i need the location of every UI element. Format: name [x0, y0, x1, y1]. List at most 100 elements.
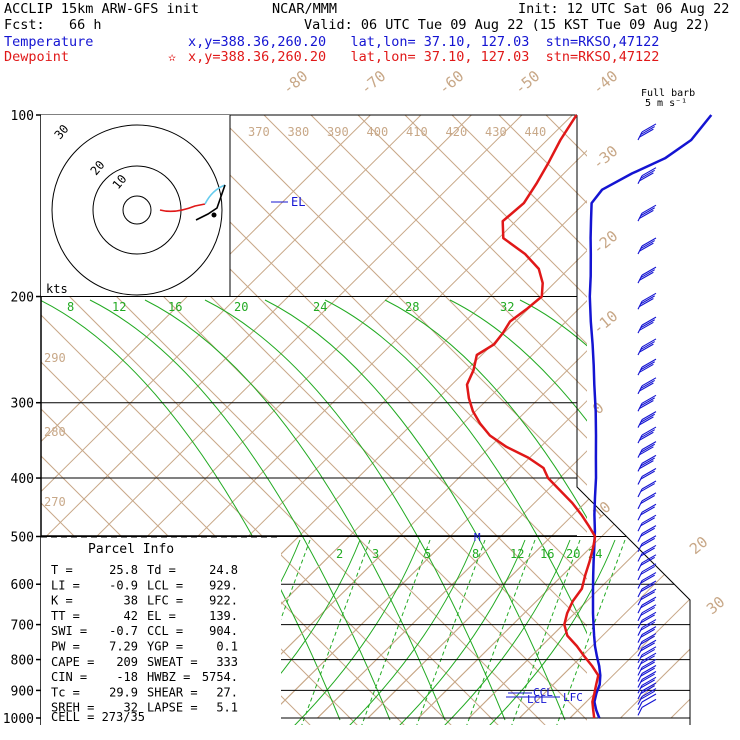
- barb-legend-title: Full barb: [641, 88, 695, 99]
- parcel-value: -0.9: [109, 578, 138, 592]
- forecast-hour: Fcst: 66 h: [4, 17, 102, 33]
- dry-adiabat-line: [216, 115, 587, 486]
- el-label: EL: [291, 195, 305, 209]
- wind-barb-flag: [640, 470, 655, 480]
- wind-barb-staff: [637, 476, 643, 485]
- parcel-value: 42: [124, 609, 138, 623]
- isotherm-line: [41, 115, 371, 443]
- mixing-ratio-line: [519, 299, 587, 347]
- wind-barb-staff: [637, 685, 643, 694]
- mixing-ratio-line: [384, 299, 587, 520]
- parcel-label: SREH =: [51, 701, 94, 715]
- wind-barb-flag: [640, 295, 655, 305]
- parcel-label: EL =: [147, 609, 176, 623]
- wind-barb-staff: [637, 463, 643, 472]
- wind-barb-staff: [637, 673, 643, 682]
- wind-barb-flag: [639, 416, 654, 426]
- mixing-ratio-label: 28: [405, 300, 419, 314]
- wind-barb-staff: [637, 488, 643, 498]
- dry-adiabat-line: [41, 361, 405, 725]
- m-label: M: [474, 531, 481, 544]
- parcel-label: LCL =: [147, 578, 183, 592]
- mixing-ratio-label-low: 8: [472, 547, 479, 561]
- wind-barb-flag: [640, 642, 655, 652]
- wind-barb-flag: [641, 671, 657, 680]
- wind-barb-flag: [641, 514, 657, 524]
- wind-barb-flag: [641, 626, 657, 636]
- parcel-value: -18: [116, 670, 138, 684]
- mixing-ratio-label-low: 12: [510, 547, 524, 561]
- parcel-cell: CELL = 273/35: [51, 710, 145, 724]
- wind-barb-flag: [639, 363, 654, 373]
- pressure-label: 1000: [3, 712, 34, 727]
- wind-barb-flag: [640, 556, 655, 566]
- wind-barb-flag: [640, 319, 655, 329]
- pressure-label: 800: [11, 654, 34, 669]
- dry-adiabat-line: [41, 314, 452, 725]
- wind-barb-flag: [641, 639, 657, 649]
- dry-adiabat-line: [498, 115, 587, 204]
- wind-barb-flag: [639, 242, 654, 252]
- wind-barb-flag: [641, 604, 657, 614]
- dewpoint-line: [465, 114, 600, 719]
- isotherm-label: -50: [511, 67, 543, 98]
- parcel-label: T =: [51, 563, 73, 577]
- parcel-label: Tc =: [51, 685, 80, 699]
- ccl-label: CCL: [533, 686, 553, 699]
- wind-barb-staff: [637, 274, 643, 284]
- wind-barb-flag: [641, 535, 657, 545]
- center-name: NCAR/MMM: [272, 1, 338, 17]
- wind-barb-flag: [641, 123, 657, 133]
- wind-barb-staff: [637, 543, 643, 552]
- wind-barb-flag: [641, 426, 657, 436]
- mixing-ratio-label-low: 5: [424, 547, 431, 561]
- parcel-value: 27.: [216, 685, 238, 699]
- wind-barb-flag: [641, 292, 657, 302]
- wind-barb-staff: [637, 679, 643, 688]
- hodograph-background: [41, 115, 230, 296]
- moist-adiabat-line: [439, 539, 571, 725]
- wind-barb-flag: [639, 382, 654, 392]
- wind-barb-flag: [639, 298, 654, 307]
- parcel-label: TT =: [51, 609, 80, 623]
- isotherm-label: 20: [686, 533, 711, 558]
- wind-barb-flag: [641, 698, 657, 708]
- isotherm-label: -70: [357, 67, 389, 98]
- wind-barb-flag: [640, 240, 655, 250]
- wind-barb-flag: [641, 237, 657, 247]
- parcel-value: 5.1: [216, 701, 238, 715]
- parcel-value: 38: [124, 594, 138, 608]
- mixing-ratio-dashed-line: [509, 539, 581, 725]
- wind-barb-flag: [641, 554, 657, 564]
- wind-barb-flag: [640, 583, 655, 593]
- wind-barb-staff: [637, 522, 643, 532]
- dry-adiabat-line: [263, 115, 587, 439]
- wind-barb-flag: [640, 527, 655, 537]
- pressure-label: 100: [11, 109, 34, 124]
- wind-barb-staff: [637, 627, 643, 636]
- isotherm-line: [722, 115, 740, 718]
- wind-barb-flag: [639, 446, 654, 456]
- wind-barb-staff: [637, 245, 643, 255]
- parcel-label: SHEAR =: [147, 685, 198, 699]
- mixing-ratio-line: [449, 299, 587, 422]
- parcel-value: 25.8: [109, 563, 138, 577]
- wind-barb-flag: [640, 443, 655, 453]
- parcel-value: 904.: [209, 624, 238, 638]
- isotherm-line: [41, 115, 523, 593]
- wind-barb-flag: [640, 495, 655, 504]
- theta-label: 420: [446, 125, 468, 139]
- parcel-label: LI =: [51, 578, 80, 592]
- wind-barb-staff: [637, 385, 643, 395]
- wind-barb-staff: [637, 346, 643, 356]
- wind-barb-flag: [641, 665, 657, 675]
- wind-barb-flag: [641, 619, 657, 629]
- moist-adiabat-line: [394, 539, 526, 725]
- parcel-value: 922.: [209, 594, 238, 608]
- parcel-label: LFC =: [147, 594, 183, 608]
- mixing-ratio-label: 8: [67, 300, 74, 314]
- parcel-label: CIN =: [51, 670, 87, 684]
- isotherm-line: [317, 487, 690, 719]
- mixing-ratio-line: [89, 299, 391, 721]
